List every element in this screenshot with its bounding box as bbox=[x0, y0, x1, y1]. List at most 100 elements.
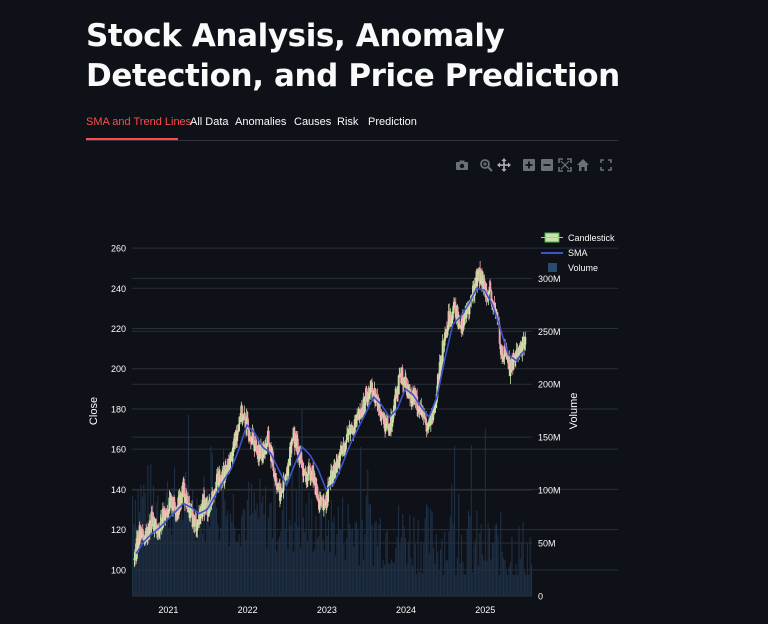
home-icon[interactable] bbox=[576, 158, 590, 172]
volume-bar bbox=[207, 494, 209, 596]
candle-body bbox=[520, 342, 523, 347]
volume-bar bbox=[449, 516, 451, 596]
candle-body bbox=[350, 425, 353, 430]
candle-body bbox=[371, 390, 374, 399]
candle-body bbox=[285, 475, 288, 476]
volume-bar bbox=[322, 539, 324, 596]
candle-body bbox=[451, 311, 454, 320]
autoscale-icon[interactable] bbox=[558, 158, 572, 172]
candle-body bbox=[229, 454, 232, 459]
volume-bar bbox=[367, 469, 369, 596]
candle-body bbox=[237, 430, 240, 432]
tab-risk[interactable]: Risk bbox=[337, 116, 359, 128]
volume-bar bbox=[500, 512, 502, 596]
volume-bar bbox=[475, 539, 477, 596]
candle-body bbox=[195, 530, 198, 532]
candle-body bbox=[347, 428, 350, 436]
candle-body bbox=[358, 409, 361, 420]
volume-bar bbox=[151, 504, 153, 596]
legend-item-volume[interactable]: Volume bbox=[548, 263, 598, 273]
tab-all-data[interactable]: All Data bbox=[190, 116, 229, 128]
volume-bar bbox=[148, 526, 150, 596]
candle-body bbox=[317, 500, 320, 502]
candle-body bbox=[266, 435, 269, 445]
volume-bar bbox=[221, 486, 223, 596]
candle-body bbox=[391, 413, 394, 423]
volume-bar bbox=[176, 506, 178, 596]
volume-bar bbox=[300, 547, 302, 596]
legend-item-candlestick[interactable]: Candlestick bbox=[541, 232, 615, 243]
candle-body bbox=[509, 364, 512, 376]
candle-body bbox=[454, 305, 457, 318]
candle-body bbox=[168, 497, 171, 512]
candle-body bbox=[307, 466, 310, 475]
candle-body bbox=[258, 454, 261, 459]
candle-body bbox=[137, 537, 140, 543]
candle-body bbox=[215, 473, 218, 482]
volume-bar bbox=[340, 530, 342, 596]
pan-icon[interactable] bbox=[497, 158, 511, 172]
candle-body bbox=[211, 491, 214, 505]
volume-bar bbox=[438, 570, 440, 596]
fullscreen-icon[interactable] bbox=[599, 158, 613, 172]
volume-bar bbox=[281, 509, 283, 596]
candle-body bbox=[524, 336, 527, 345]
candle-body bbox=[196, 522, 199, 524]
candle-body bbox=[448, 311, 451, 320]
candle-body bbox=[290, 439, 293, 442]
volume-bar bbox=[514, 574, 516, 596]
volume-bar bbox=[448, 531, 450, 596]
sma-line bbox=[135, 287, 525, 555]
candle-body bbox=[232, 446, 235, 448]
zoom-icon[interactable] bbox=[479, 158, 493, 172]
candle-body bbox=[329, 477, 332, 486]
candle-body bbox=[284, 475, 287, 481]
volume-bar bbox=[269, 503, 271, 596]
tab-causes[interactable]: Causes bbox=[294, 116, 332, 128]
candle-body bbox=[303, 469, 306, 475]
candle-body bbox=[151, 524, 154, 527]
candle-body bbox=[463, 316, 466, 319]
candle-body bbox=[252, 435, 255, 446]
volume-bar bbox=[437, 551, 439, 596]
candle-body bbox=[353, 431, 356, 434]
candle-body bbox=[487, 292, 490, 299]
volume-bar bbox=[344, 559, 346, 596]
candle-body bbox=[145, 531, 148, 535]
tab-sma-and-trend-lines[interactable]: SMA and Trend Lines bbox=[86, 116, 192, 128]
volume-bar bbox=[265, 486, 267, 596]
volume-bar bbox=[428, 553, 430, 596]
volume-bar bbox=[403, 526, 405, 596]
candle-body bbox=[324, 500, 327, 506]
candle-body bbox=[185, 494, 188, 498]
candle-body bbox=[316, 492, 319, 495]
legend-sma-label: SMA bbox=[568, 248, 588, 258]
volume-bar bbox=[132, 496, 134, 596]
volume-bar bbox=[466, 528, 468, 596]
candle-body bbox=[214, 489, 217, 491]
zoom-out-icon[interactable] bbox=[540, 158, 554, 172]
volume-bar bbox=[353, 546, 355, 596]
volume-bar bbox=[213, 504, 215, 596]
legend-item-sma[interactable]: SMA bbox=[541, 248, 588, 258]
candle-body bbox=[429, 413, 432, 425]
tab-prediction[interactable]: Prediction bbox=[368, 116, 417, 128]
candle-body bbox=[346, 433, 349, 435]
candle-body bbox=[253, 446, 256, 452]
volume-bar bbox=[480, 524, 482, 596]
volume-bar bbox=[528, 574, 530, 596]
camera-icon[interactable] bbox=[455, 158, 469, 172]
volume-bar bbox=[178, 505, 180, 596]
volume-bar bbox=[361, 520, 363, 596]
tab-anomalies[interactable]: Anomalies bbox=[235, 116, 287, 128]
volume-bar bbox=[396, 536, 398, 596]
volume-bar bbox=[476, 510, 478, 596]
candle-body bbox=[279, 487, 282, 501]
volume-bar bbox=[309, 530, 311, 596]
volume-bar bbox=[505, 568, 507, 596]
zoom-in-icon[interactable] bbox=[522, 158, 536, 172]
candle-body bbox=[239, 416, 242, 422]
candle-body bbox=[415, 394, 418, 397]
volume-bar bbox=[308, 492, 310, 596]
